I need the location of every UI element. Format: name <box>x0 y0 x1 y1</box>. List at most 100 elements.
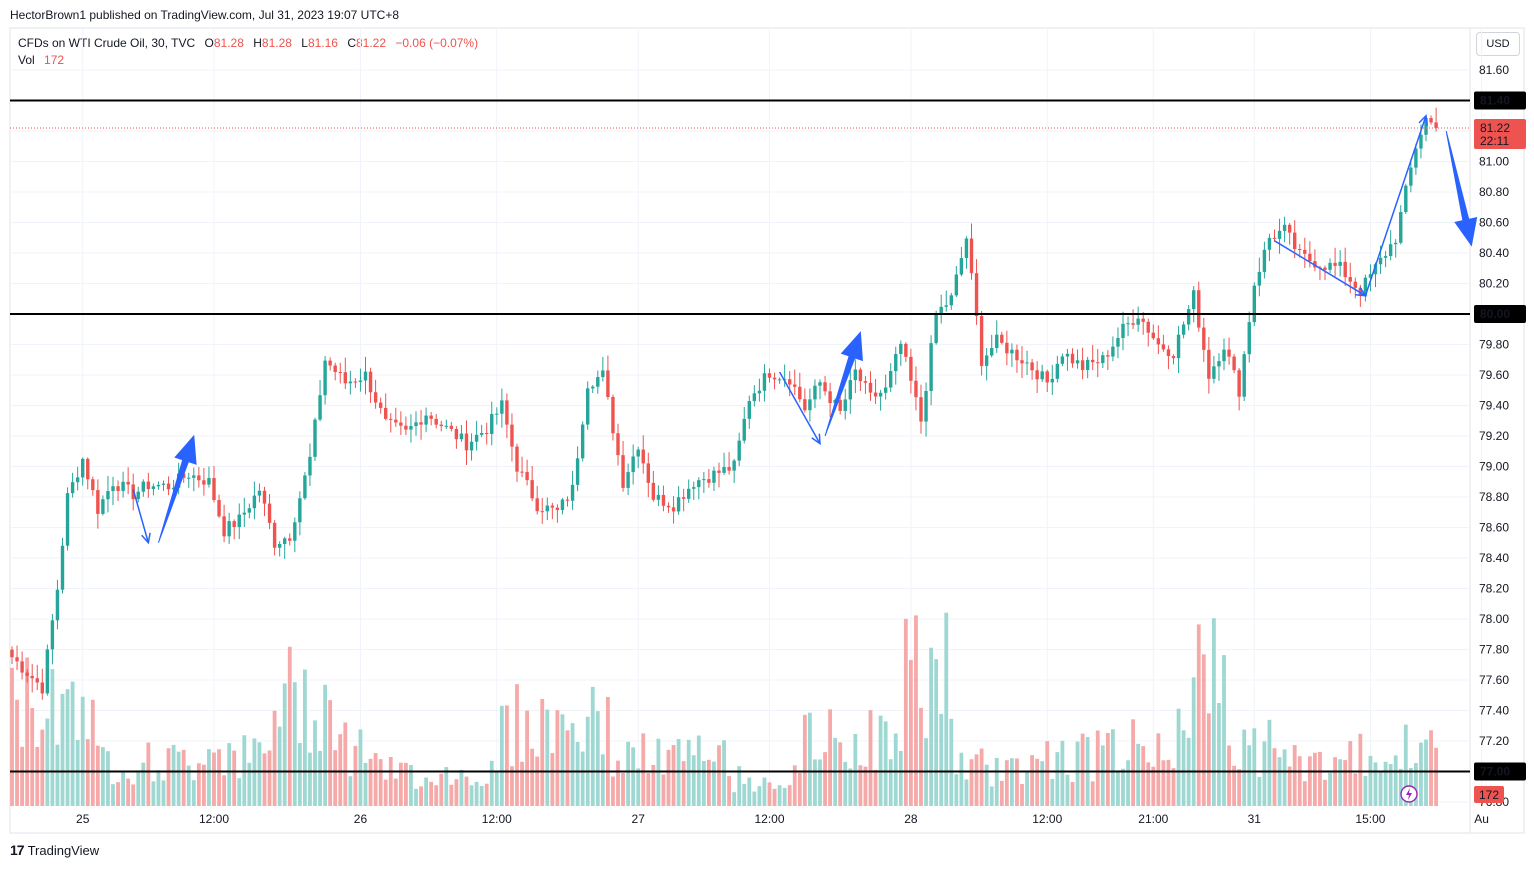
candle <box>384 393 388 421</box>
thin-arrow <box>1274 240 1367 297</box>
volume-bar <box>277 726 282 806</box>
volume-bar <box>631 747 636 806</box>
candle-body <box>591 386 595 389</box>
volume-bar <box>1343 760 1348 806</box>
volume-bar <box>1419 742 1423 806</box>
candle <box>106 475 110 513</box>
candle-body <box>328 360 332 366</box>
candle-body <box>803 399 807 411</box>
volume-bar <box>1282 749 1287 806</box>
level-label: 81.40 <box>1480 94 1510 108</box>
candle-body <box>1151 332 1155 339</box>
candle <box>419 409 423 440</box>
candle <box>889 363 893 393</box>
candle-body <box>949 295 953 306</box>
candle-body <box>464 433 469 451</box>
volume-bar <box>949 718 954 806</box>
candle <box>621 440 625 492</box>
legend-vol-label[interactable]: Vol <box>18 53 35 67</box>
lightning-icon <box>1400 785 1418 803</box>
y-tick-label: 77.20 <box>1479 734 1509 748</box>
candle <box>96 479 100 529</box>
candle-body <box>793 384 797 387</box>
candle-body <box>272 522 277 548</box>
candle <box>1404 183 1408 215</box>
candle <box>373 379 378 409</box>
volume-bar <box>1222 655 1226 806</box>
volume-bar <box>1323 779 1327 806</box>
arrow-shaft <box>1274 240 1366 297</box>
currency-button[interactable]: USD <box>1476 32 1520 56</box>
candle <box>222 504 226 543</box>
volume-bar <box>1232 765 1236 806</box>
candle <box>288 533 292 546</box>
candle-body <box>1277 230 1282 239</box>
candle <box>81 457 85 486</box>
candle <box>1207 336 1211 394</box>
candle-body <box>742 418 746 441</box>
x-tick-label: 12:00 <box>482 812 512 826</box>
volume-bar <box>681 761 686 806</box>
volume-bar <box>1227 745 1231 806</box>
candle <box>1126 316 1130 337</box>
volume-bar <box>1111 729 1115 806</box>
arrow-shaft <box>778 371 821 444</box>
candle-body <box>1091 359 1095 363</box>
candle <box>1176 325 1181 374</box>
volume-bar <box>1338 759 1343 806</box>
candle-body <box>984 355 989 366</box>
candle-body <box>813 385 817 400</box>
candle-body <box>449 425 454 429</box>
candle <box>333 362 337 381</box>
candle <box>868 371 873 401</box>
candle-body <box>40 682 44 694</box>
candle-body <box>151 486 156 490</box>
candle-body <box>1186 309 1191 325</box>
candle-body <box>601 370 605 378</box>
y-tick-label: 80.40 <box>1479 246 1509 260</box>
volume-bar <box>1393 755 1398 806</box>
candle <box>990 334 994 358</box>
volume-bar <box>1247 745 1252 806</box>
volume-bar <box>292 682 297 806</box>
volume-bar <box>848 768 853 806</box>
volume-bar <box>1151 766 1156 806</box>
legend-high: 81.28 <box>261 36 292 50</box>
legend-low-label: L <box>301 36 308 50</box>
candle <box>45 644 50 696</box>
candle-body <box>1212 366 1216 379</box>
candle <box>656 485 661 506</box>
volume-bar <box>595 711 600 806</box>
volume-bar <box>914 615 918 806</box>
candle-body <box>96 490 100 514</box>
candle-body <box>974 273 979 317</box>
candle-body <box>136 491 140 500</box>
candle <box>10 646 14 665</box>
footer-branding: 17 TradingView <box>10 842 99 858</box>
candle-body <box>283 538 287 544</box>
candle-body <box>1293 232 1297 250</box>
candle-body <box>1272 237 1277 239</box>
volume-bar <box>1050 778 1055 806</box>
volume-bar <box>712 761 716 806</box>
candle <box>894 346 898 385</box>
volume-bar <box>156 770 161 806</box>
volume-bar <box>474 781 479 806</box>
candle <box>1161 334 1166 352</box>
candle <box>899 340 903 366</box>
candle <box>272 520 277 556</box>
legend-symbol[interactable]: CFDs on WTI Crude Oil, 30, TVC <box>18 36 196 50</box>
volume-bar <box>1100 745 1105 806</box>
candle-body <box>1303 249 1307 254</box>
candle-body <box>247 508 252 513</box>
candle-body <box>883 387 888 393</box>
candle <box>798 372 802 403</box>
volume-bar <box>878 715 883 806</box>
volume-bar <box>863 766 868 806</box>
candle <box>919 384 923 434</box>
candle-body <box>1131 323 1135 325</box>
candle-body <box>636 449 640 457</box>
candle <box>1388 230 1393 261</box>
candle-body <box>1126 323 1130 325</box>
